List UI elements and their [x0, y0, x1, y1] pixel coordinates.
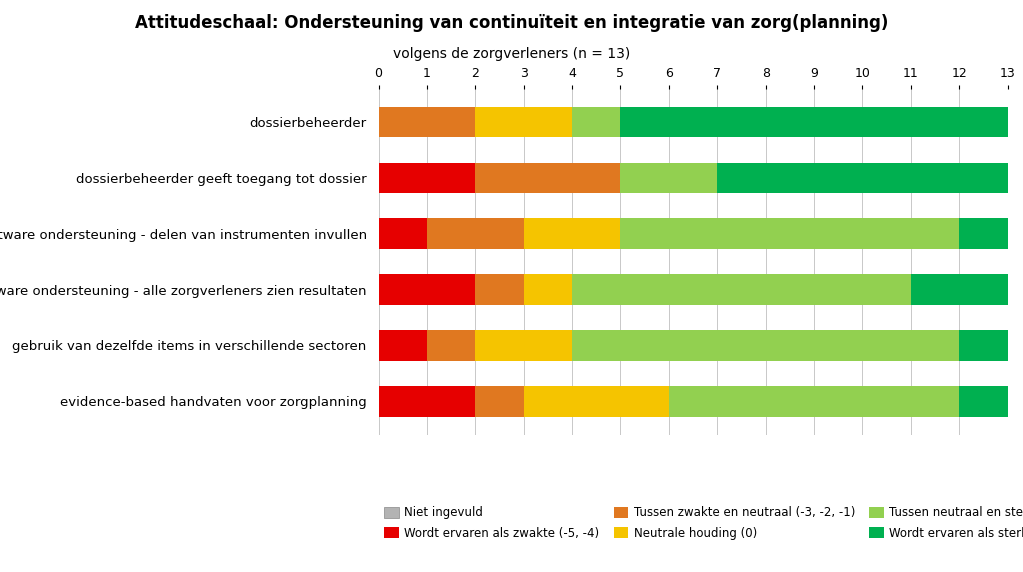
Bar	[476, 274, 524, 305]
Bar	[572, 330, 960, 361]
Bar	[379, 107, 476, 137]
Bar	[960, 219, 1008, 249]
Bar	[717, 162, 1008, 193]
Bar	[669, 386, 960, 416]
Bar	[524, 386, 669, 416]
Bar	[476, 107, 572, 137]
Bar	[572, 107, 621, 137]
Bar	[476, 330, 572, 361]
Bar	[621, 219, 960, 249]
Bar	[476, 386, 524, 416]
Bar	[379, 330, 427, 361]
Bar	[524, 274, 572, 305]
Legend: Niet ingevuld, Wordt ervaren als zwakte (-5, -4), Tussen zwakte en neutraal (-3,: Niet ingevuld, Wordt ervaren als zwakte …	[385, 506, 1023, 539]
Bar	[379, 219, 427, 249]
Bar	[621, 107, 1008, 137]
Bar	[379, 274, 476, 305]
Bar	[572, 274, 910, 305]
Bar	[910, 274, 1008, 305]
Bar	[524, 219, 621, 249]
Bar	[427, 330, 476, 361]
Bar	[379, 162, 476, 193]
Bar	[960, 330, 1008, 361]
Text: volgens de zorgverleners (n = 13): volgens de zorgverleners (n = 13)	[393, 47, 630, 61]
Bar	[427, 219, 524, 249]
Text: Attitudeschaal: Ondersteuning van continuïteit en integratie van zorg(planning): Attitudeschaal: Ondersteuning van contin…	[135, 14, 888, 32]
Bar	[476, 162, 621, 193]
Bar	[960, 386, 1008, 416]
Bar	[379, 386, 476, 416]
Bar	[621, 162, 717, 193]
